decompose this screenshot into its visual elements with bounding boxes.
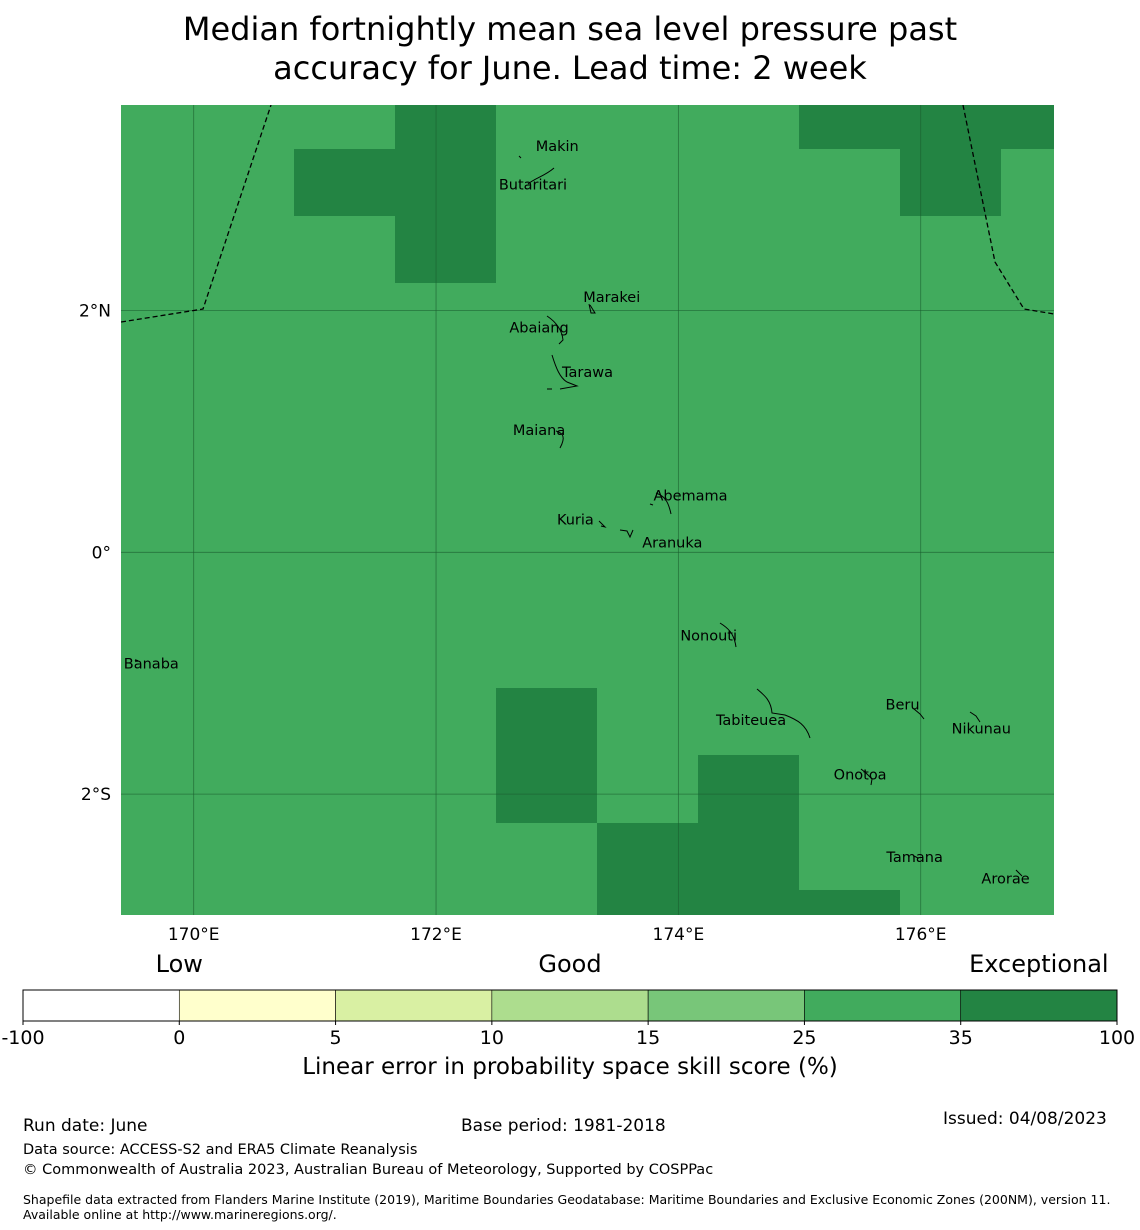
copyright: © Commonwealth of Australia 2023, Austra… [23,1162,714,1178]
place-label-nonouti: Nonouti [680,629,737,645]
x-tick-label-1: 172°E [410,925,462,945]
place-label-beru: Beru [886,697,920,713]
shapefile-credit: Shapefile data extracted from Flanders M… [23,1192,1111,1222]
data-source: Data source: ACCESS-S2 and ERA5 Climate … [23,1142,418,1158]
colorbar-category-good: Good [538,950,602,978]
exceptional-cell-0 [294,149,395,216]
island-coastline-12 [969,711,981,723]
exceptional-cell-5 [597,823,698,915]
island-coastline-5 [555,430,564,449]
colorbar-tick-label-2: 5 [330,1027,342,1049]
issued-date: Issued: 04/08/2023 [943,1109,1107,1129]
colorbar-tick-label-4: 15 [636,1027,660,1049]
colorbar-segment-0 [22,989,180,1022]
colorbar-category-low: Low [155,950,203,978]
colorbar-tick-label-1: 0 [173,1027,185,1049]
exceptional-cell-7 [799,890,900,915]
exceptional-cell-6 [698,755,799,915]
place-label-kuria: Kuria [557,513,594,529]
island-coastline-4 [547,354,579,390]
place-label-tamana: Tamana [885,850,942,866]
exceptional-cell-4 [496,688,597,823]
place-label-marakei: Marakei [583,290,640,306]
island-coastline-8 [619,529,634,539]
eez-boundary-east [962,105,1054,315]
island-coastline-13 [860,768,873,786]
island-coastline-15 [1015,869,1023,877]
x-tick-label-0: 170°E [168,925,220,945]
place-label-banaba: Banaba [124,656,179,672]
colorbar-segment-1 [178,989,336,1022]
y-tick-label-1: 0° [92,543,111,563]
eez-boundary-west [121,105,272,323]
x-tick-label-3: 176°E [895,925,947,945]
island-coastline-2 [588,303,596,314]
colorbar: -100 0 5 10 15 25 35 100 [1,989,1135,1049]
island-coastline-0 [518,155,522,159]
skill-score-map: Makin Butaritari Marakei Abaiang Tarawa Maian… [79,105,1054,945]
island-coastline-banaba [134,659,139,662]
island-coastline-1 [527,167,555,185]
place-label-onotoa: Onotoa [834,768,887,784]
map-title: Median fortnightly mean sea level pressu… [0,10,1140,88]
place-label-tabiteuea: Tabiteuea [715,713,786,729]
place-label-makin: Makin [536,139,579,155]
place-label-maiana: Maiana [513,423,565,439]
island-coastline-14 [913,855,919,859]
colorbar-tick-label-0: -100 [1,1027,44,1049]
colorbar-segment-3 [491,989,649,1022]
colorbar-segment-5 [804,989,962,1022]
colorbar-tick-label-6: 35 [949,1027,973,1049]
x-tick-label-2: 174°E [653,925,705,945]
y-tick-label-0: 2°N [79,302,111,322]
island-coastline-9 [719,622,737,648]
island-coastline-3 [546,315,564,345]
map-title-line-1: Median fortnightly mean sea level pressu… [182,10,958,48]
island-coastline-10 [756,688,811,739]
place-label-tarawa: Tarawa [561,365,613,381]
place-label-nikunau: Nikunau [952,722,1011,738]
colorbar-category-exceptional: Exceptional [969,950,1109,978]
colorbar-frame [22,989,1118,1022]
colorbar-tick-label-7: 100 [1099,1027,1135,1049]
base-period: Base period: 1981-2018 [461,1116,666,1136]
colorbar-tick-label-5: 25 [792,1027,816,1049]
exceptional-cell-3 [900,149,1001,216]
place-label-aranuka: Aranuka [642,535,702,551]
map-title-line-2: accuracy for June. Lead time: 2 week [273,49,867,87]
exceptional-cell-2 [799,105,1054,149]
colorbar-label: Linear error in probability space skill … [302,1054,838,1080]
place-label-butaritari: Butaritari [499,178,567,194]
place-label-arorae: Arorae [981,872,1029,888]
island-coastline-6 [649,492,672,515]
colorbar-segment-4 [647,989,805,1022]
y-tick-label-2: 2°S [81,785,111,805]
island-coastline-11 [913,708,925,720]
island-coastline-7 [598,520,607,528]
place-label-abaiang: Abaiang [509,320,568,336]
colorbar-segment-6 [960,989,1118,1022]
colorbar-segment-2 [335,989,493,1022]
place-label-abemama: Abemama [653,488,727,504]
colorbar-tick-label-3: 10 [480,1027,504,1049]
run-date: Run date: June [23,1116,148,1136]
exceptional-cell-1 [395,105,496,283]
